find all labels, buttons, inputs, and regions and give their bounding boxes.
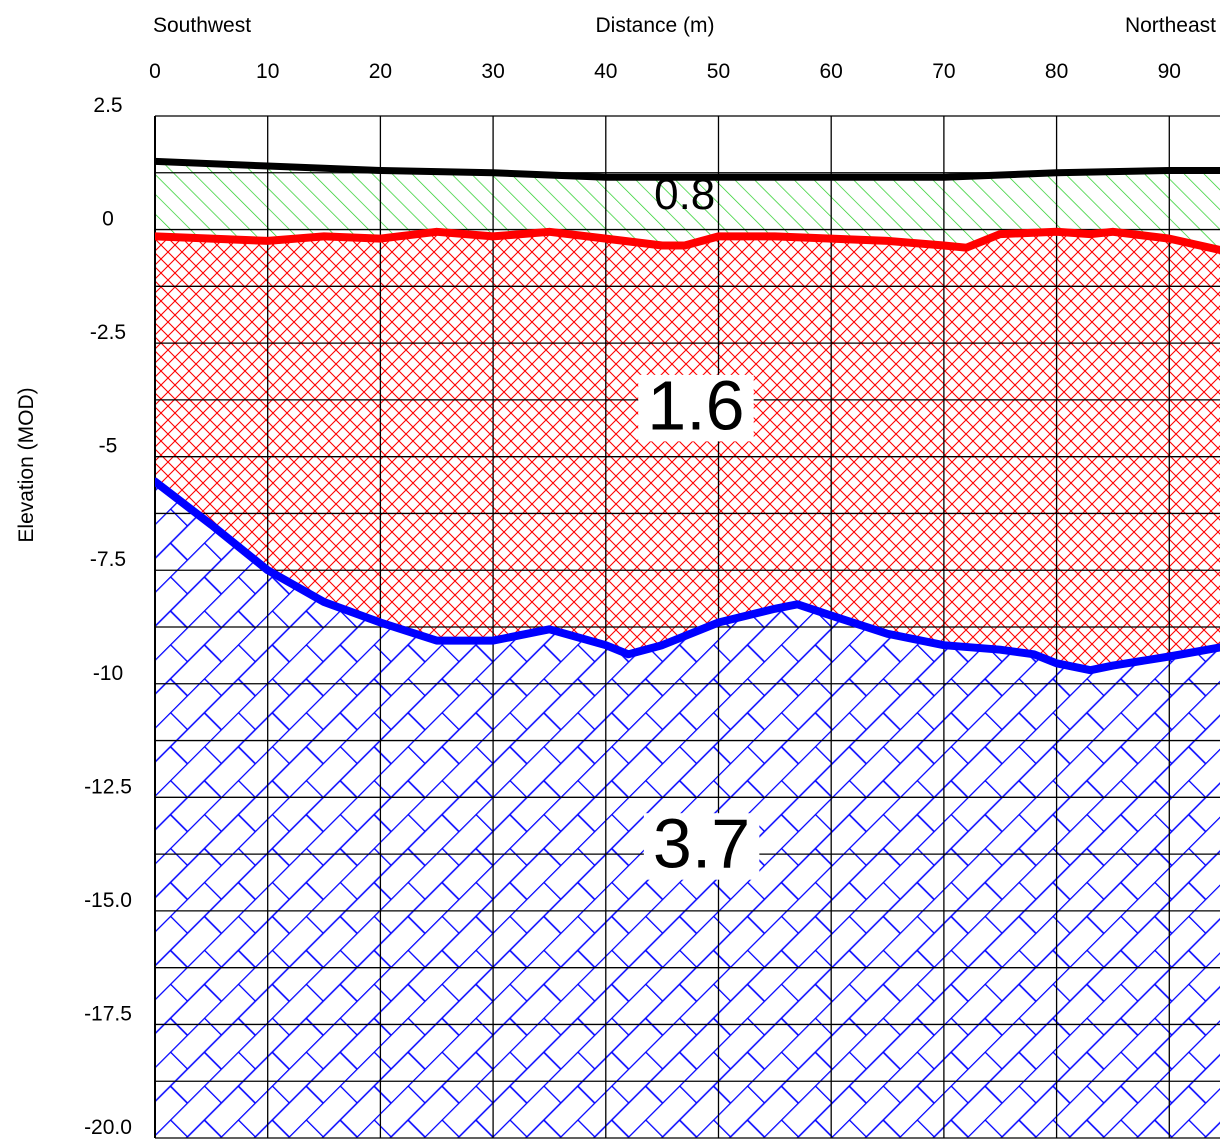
y-tick-label: -17.5 <box>84 1002 132 1025</box>
clay-hatch-area <box>155 231 1220 671</box>
annotation-label: 0.8 <box>654 170 715 219</box>
y-tick-labels: 2.5 0 -2.5 -5 -7.5 -10 -12.5 -15.0 -17.5 -20.0 <box>84 94 132 1139</box>
y-tick-label: -20.0 <box>84 1116 132 1139</box>
y-tick-label: -10 <box>93 662 123 685</box>
y-tick-label: -5 <box>99 435 118 458</box>
right-header: Northeast <box>1125 14 1216 37</box>
y-axis-label: Elevation (MOD) <box>15 387 38 542</box>
clay-top-line <box>155 227 1220 254</box>
x-tick-label: 60 <box>820 60 843 83</box>
strata-boundary-lines <box>155 157 1220 675</box>
x-tick-label: 30 <box>481 60 504 83</box>
topsoil-hatch-area <box>155 161 1220 250</box>
y-tick-label: -12.5 <box>84 775 132 798</box>
y-tick-label: -2.5 <box>90 321 126 344</box>
y-tick-label: -7.5 <box>90 548 126 571</box>
y-tick-label: -15.0 <box>84 889 132 912</box>
x-axis-label: Distance (m) <box>595 14 714 37</box>
annotation-label: 3.7 <box>653 805 750 883</box>
x-tick-label: 20 <box>369 60 392 83</box>
annotation-backdrop <box>638 374 754 442</box>
strata-annotations: 0.8 1.6 3.7 <box>638 170 760 883</box>
limestone-hatch-area <box>155 481 1220 1138</box>
x-tick-label: 0 <box>149 60 161 83</box>
ground-surface-line <box>155 157 1220 181</box>
x-tick-label: 70 <box>932 60 955 83</box>
x-tick-label: 40 <box>594 60 617 83</box>
annotation-backdrop <box>643 813 760 880</box>
x-tick-labels: 0 10 20 30 40 50 60 70 80 90 <box>149 60 1181 83</box>
y-tick-label: 2.5 <box>93 94 122 117</box>
x-tick-label: 90 <box>1158 60 1181 83</box>
annotation-label: 1.6 <box>647 366 744 444</box>
x-tick-label: 10 <box>256 60 279 83</box>
strata-fills <box>155 161 1220 1138</box>
x-tick-label: 80 <box>1045 60 1068 83</box>
limestone-top-line <box>155 477 1220 675</box>
x-tick-label: 50 <box>707 60 730 83</box>
left-header: Southwest <box>153 14 251 37</box>
y-tick-label: 0 <box>102 208 114 231</box>
